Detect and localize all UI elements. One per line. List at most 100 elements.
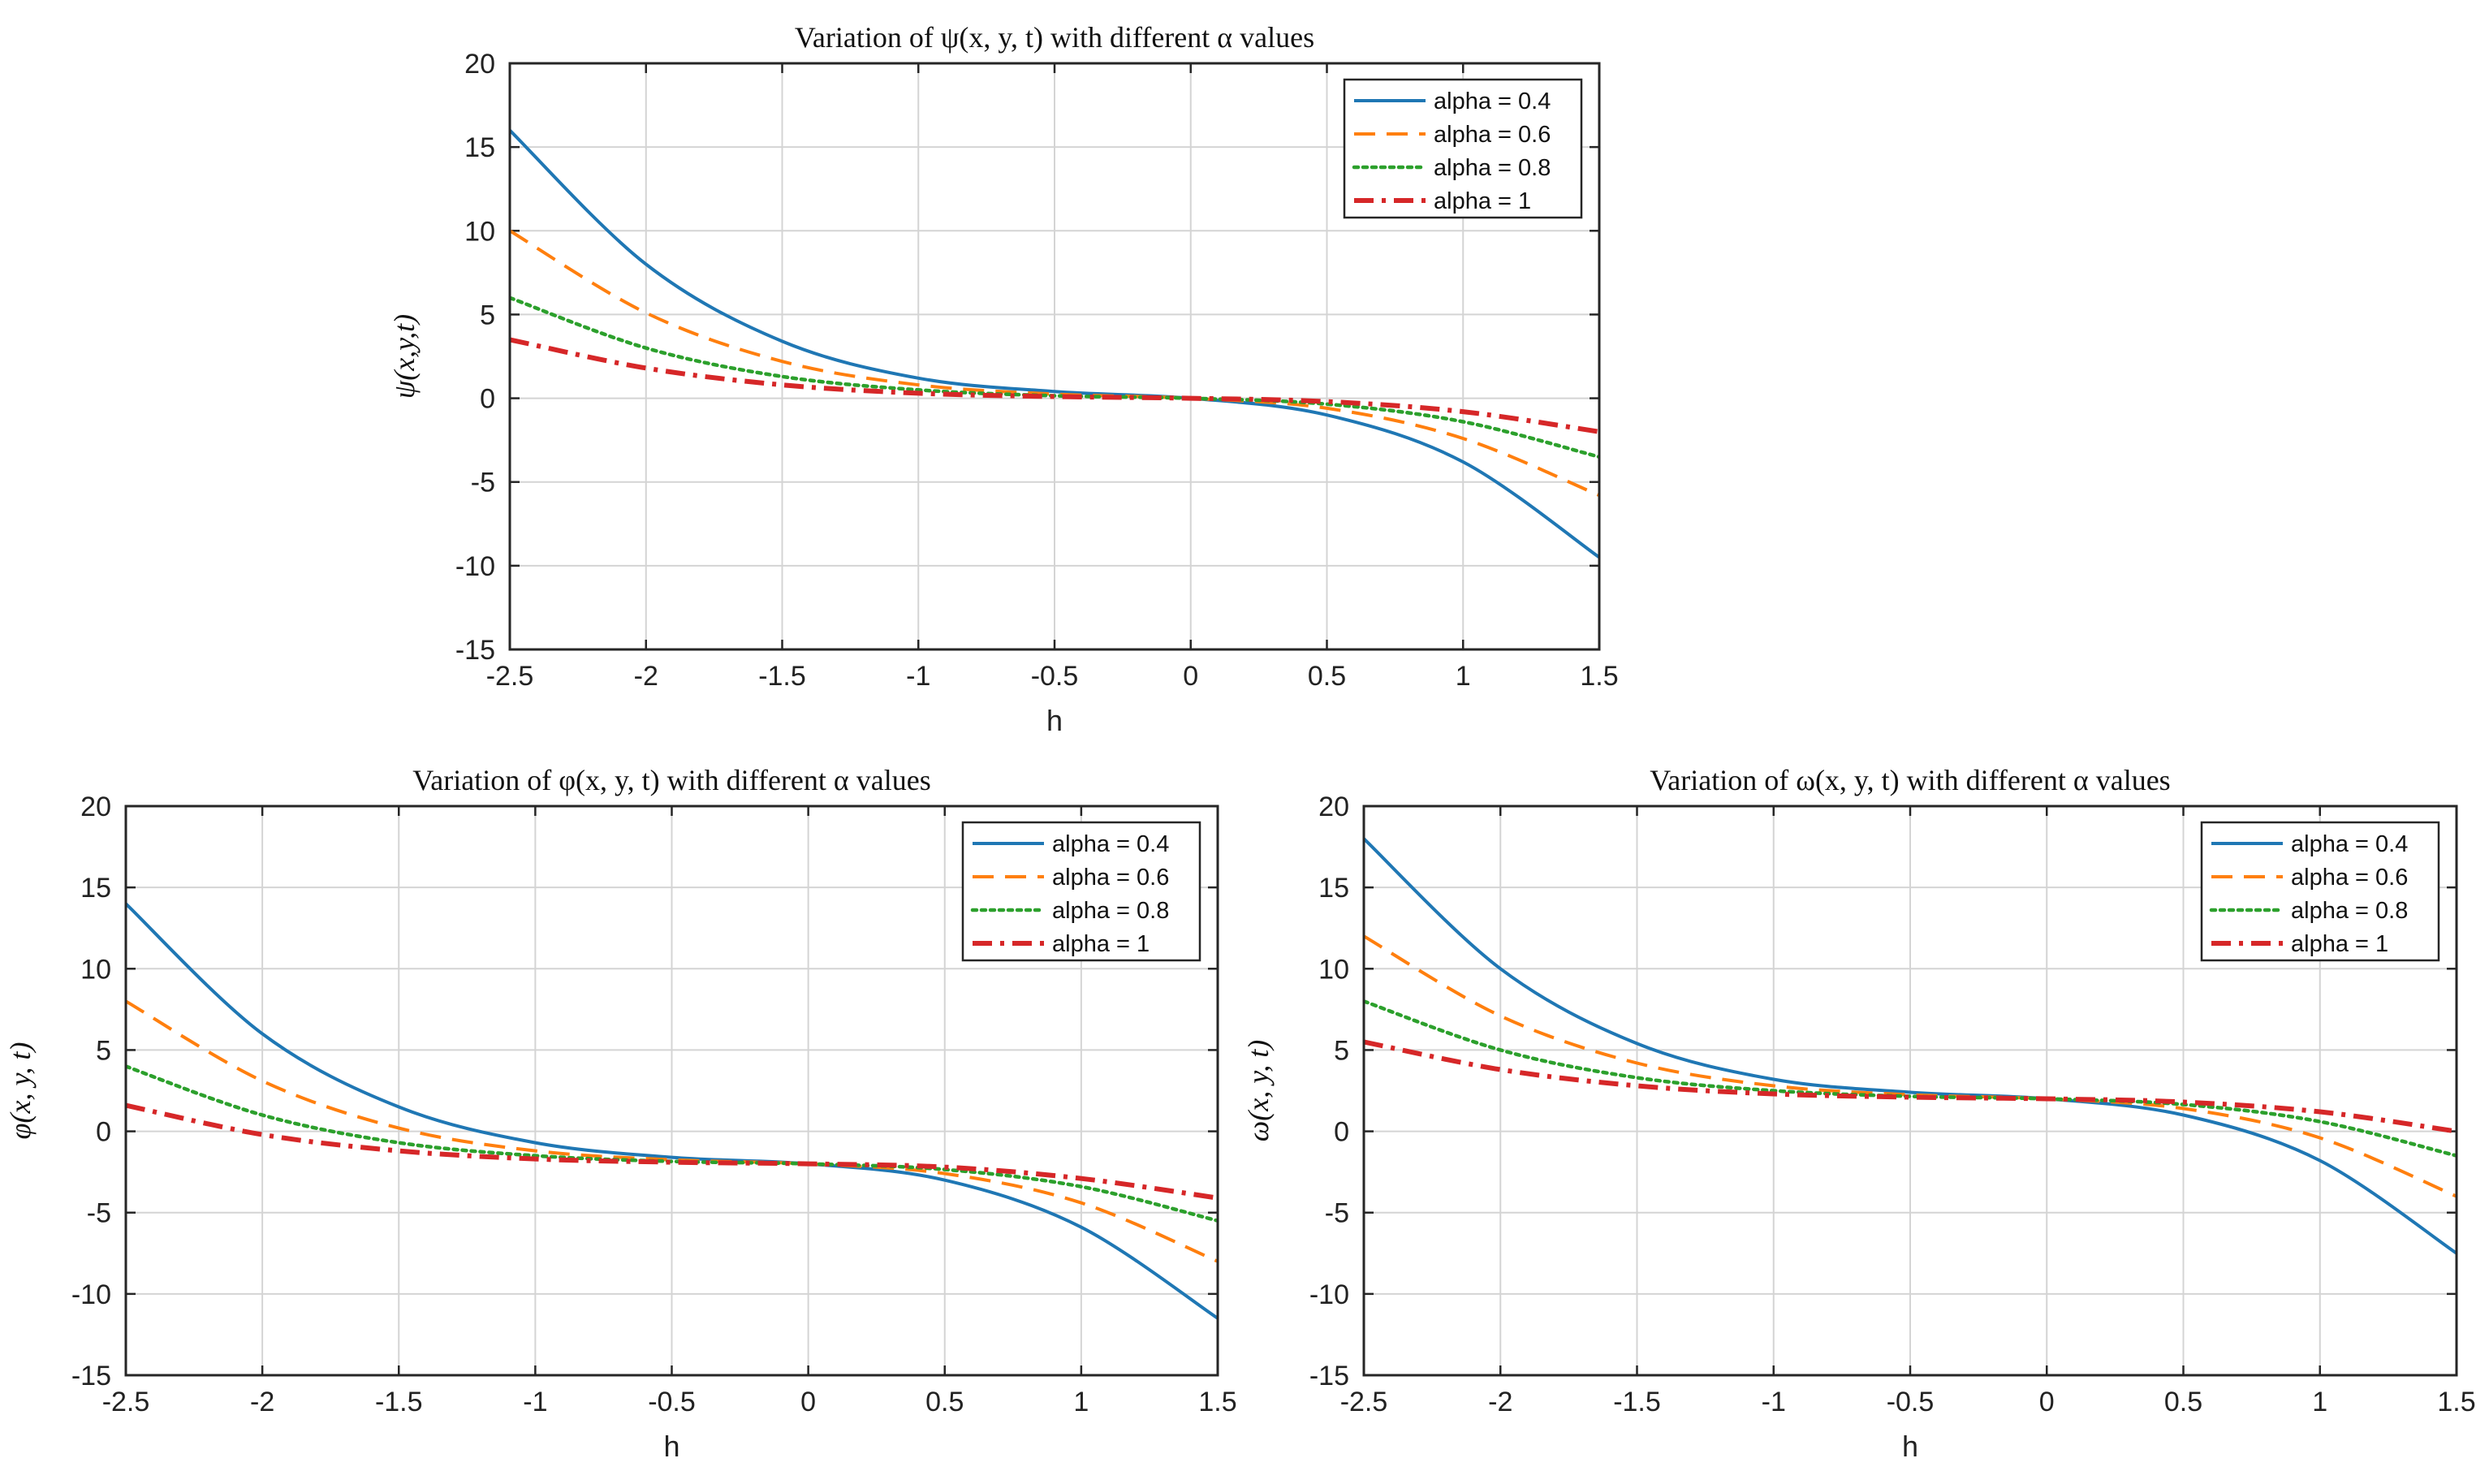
x-tick-label: 0.5 [1308, 661, 1346, 692]
y-tick-label: 0 [1334, 1117, 1349, 1148]
x-tick-label: 1 [1456, 661, 1471, 692]
chart-phi: -2.5 -2 -1.5 -1 -0.5 0 0.5 1 1.5 20 15 10 5 0 -5 -10 -15… [4, 764, 1237, 1463]
y-axis-label: φ(x, y, t) [4, 1042, 37, 1140]
chart-title: Variation of ω(x, y, t) with different α… [1650, 764, 2170, 796]
y-tick-label: 10 [80, 954, 111, 985]
x-tick-label: -1.5 [375, 1387, 423, 1417]
series-line-phi-4 [126, 1102, 1218, 1201]
plot-frame [124, 805, 1219, 1377]
legend: alpha = 0.4 alpha = 0.6 alpha = 0.8 alpha =… [1343, 78, 1583, 219]
x-tick-label: -1.5 [758, 661, 806, 692]
y-tick-label: -15 [1309, 1361, 1349, 1391]
x-tick-label: 0.5 [925, 1387, 964, 1417]
series-group [510, 129, 1599, 559]
x-tick-label: 0 [2039, 1387, 2055, 1417]
legend-box [1343, 78, 1583, 219]
legend-box [2200, 821, 2440, 962]
legend: alpha = 0.4 alpha = 0.6 alpha = 0.8 alpha =… [2200, 821, 2440, 962]
chart-title: Variation of φ(x, y, t) with different α… [412, 764, 930, 796]
y-tick-label: -5 [87, 1198, 111, 1229]
series-line-phi-2 [126, 999, 1218, 1263]
y-tick-label: 10 [1318, 954, 1349, 985]
x-tick-label: -1.5 [1613, 1387, 1661, 1417]
legend-label-2: alpha = 0.6 [1052, 865, 1169, 891]
y-tick-label: 15 [80, 873, 111, 904]
y-tick-label: -5 [1325, 1198, 1349, 1229]
x-tick-label: 0 [800, 1387, 816, 1417]
series-line-psi-1 [510, 129, 1599, 559]
legend-label-4: alpha = 1 [1434, 188, 1531, 214]
x-tick-label: -2.5 [1340, 1387, 1388, 1417]
x-tick-label: 1.5 [2437, 1387, 2475, 1417]
x-tick-label: -2.5 [486, 661, 534, 692]
plot-frame [508, 62, 1601, 651]
x-axis-label: h [663, 1430, 679, 1463]
legend-label-1: alpha = 0.4 [2291, 831, 2408, 857]
x-axis-label: h [1902, 1430, 1918, 1463]
legend-label-2: alpha = 0.6 [2291, 865, 2408, 891]
y-tick-label: -10 [455, 551, 495, 582]
series-group [126, 902, 1218, 1320]
y-tick-label: 20 [80, 792, 111, 822]
y-tick-label: 0 [96, 1117, 111, 1148]
y-tick-label: -10 [1309, 1279, 1349, 1310]
legend-label-4: alpha = 1 [2291, 931, 2388, 957]
y-tick-label: 20 [1318, 792, 1349, 822]
legend-label-1: alpha = 0.4 [1052, 831, 1169, 857]
series-line-psi-4 [510, 337, 1599, 434]
x-tick-label: 0 [1183, 661, 1198, 692]
x-tick-label: -2.5 [102, 1387, 150, 1417]
legend-label-2: alpha = 0.6 [1434, 122, 1551, 148]
x-tick-label: -2 [1488, 1387, 1512, 1417]
chart-psi: -2.5 -2 -1.5 -1 -0.5 0 0.5 1 1.5 20 15 10 5 0 -5 -10 -15… [388, 21, 1619, 737]
x-tick-label: 1 [1073, 1387, 1089, 1417]
legend-label-4: alpha = 1 [1052, 931, 1150, 957]
x-tick-label: 1 [2312, 1387, 2327, 1417]
legend-label-3: alpha = 0.8 [2291, 898, 2408, 924]
x-axis-label: h [1046, 704, 1063, 737]
x-tick-label: -0.5 [1887, 1387, 1935, 1417]
series-line-psi-2 [510, 229, 1599, 498]
x-tick-label: -2 [250, 1387, 274, 1417]
x-tick-label: -1 [523, 1387, 547, 1417]
y-tick-label: -15 [455, 635, 495, 666]
y-axis-label: ω(x, y, t) [1242, 1040, 1275, 1141]
x-tick-label: -0.5 [1031, 661, 1079, 692]
series-line-phi-1 [126, 902, 1218, 1320]
y-tick-label: -15 [71, 1361, 111, 1391]
legend-label-3: alpha = 0.8 [1434, 155, 1551, 181]
y-tick-label: 0 [480, 384, 495, 415]
y-tick-label: 5 [96, 1035, 111, 1066]
x-tick-label: -2 [634, 661, 658, 692]
x-tick-label: -1 [1762, 1387, 1786, 1417]
series-line-omega-4 [1364, 1039, 2457, 1134]
series-line-omega-3 [1364, 999, 2457, 1158]
series-line-omega-1 [1364, 837, 2457, 1255]
y-tick-label: 5 [480, 300, 495, 330]
y-tick-label: 15 [464, 132, 495, 163]
legend-label-1: alpha = 0.4 [1434, 88, 1551, 114]
y-axis-label: ψ(x,y,t) [388, 314, 421, 399]
legend: alpha = 0.4 alpha = 0.6 alpha = 0.8 alpha =… [961, 821, 1201, 962]
x-tick-label: 0.5 [2164, 1387, 2202, 1417]
x-tick-label: 1.5 [1580, 661, 1618, 692]
plot-frame [1362, 805, 2458, 1377]
legend-label-3: alpha = 0.8 [1052, 898, 1169, 924]
series-group [1364, 837, 2457, 1255]
y-tick-label: 10 [464, 216, 495, 247]
legend-box [961, 821, 1201, 962]
y-tick-label: -5 [471, 468, 495, 498]
y-tick-label: 5 [1334, 1035, 1349, 1066]
x-tick-label: 1.5 [1198, 1387, 1236, 1417]
series-line-omega-2 [1364, 934, 2457, 1198]
chart-omega: -2.5 -2 -1.5 -1 -0.5 0 0.5 1 1.5 20 15 10 5 0 -5 -10 -15… [1242, 764, 2476, 1463]
y-tick-label: 15 [1318, 873, 1349, 904]
x-tick-label: -0.5 [648, 1387, 696, 1417]
y-tick-label: 20 [464, 49, 495, 80]
chart-title: Variation of ψ(x, y, t) with different α… [795, 21, 1314, 54]
y-tick-label: -10 [71, 1279, 111, 1310]
series-line-psi-3 [510, 296, 1599, 459]
x-tick-label: -1 [906, 661, 930, 692]
series-line-phi-3 [126, 1064, 1218, 1223]
